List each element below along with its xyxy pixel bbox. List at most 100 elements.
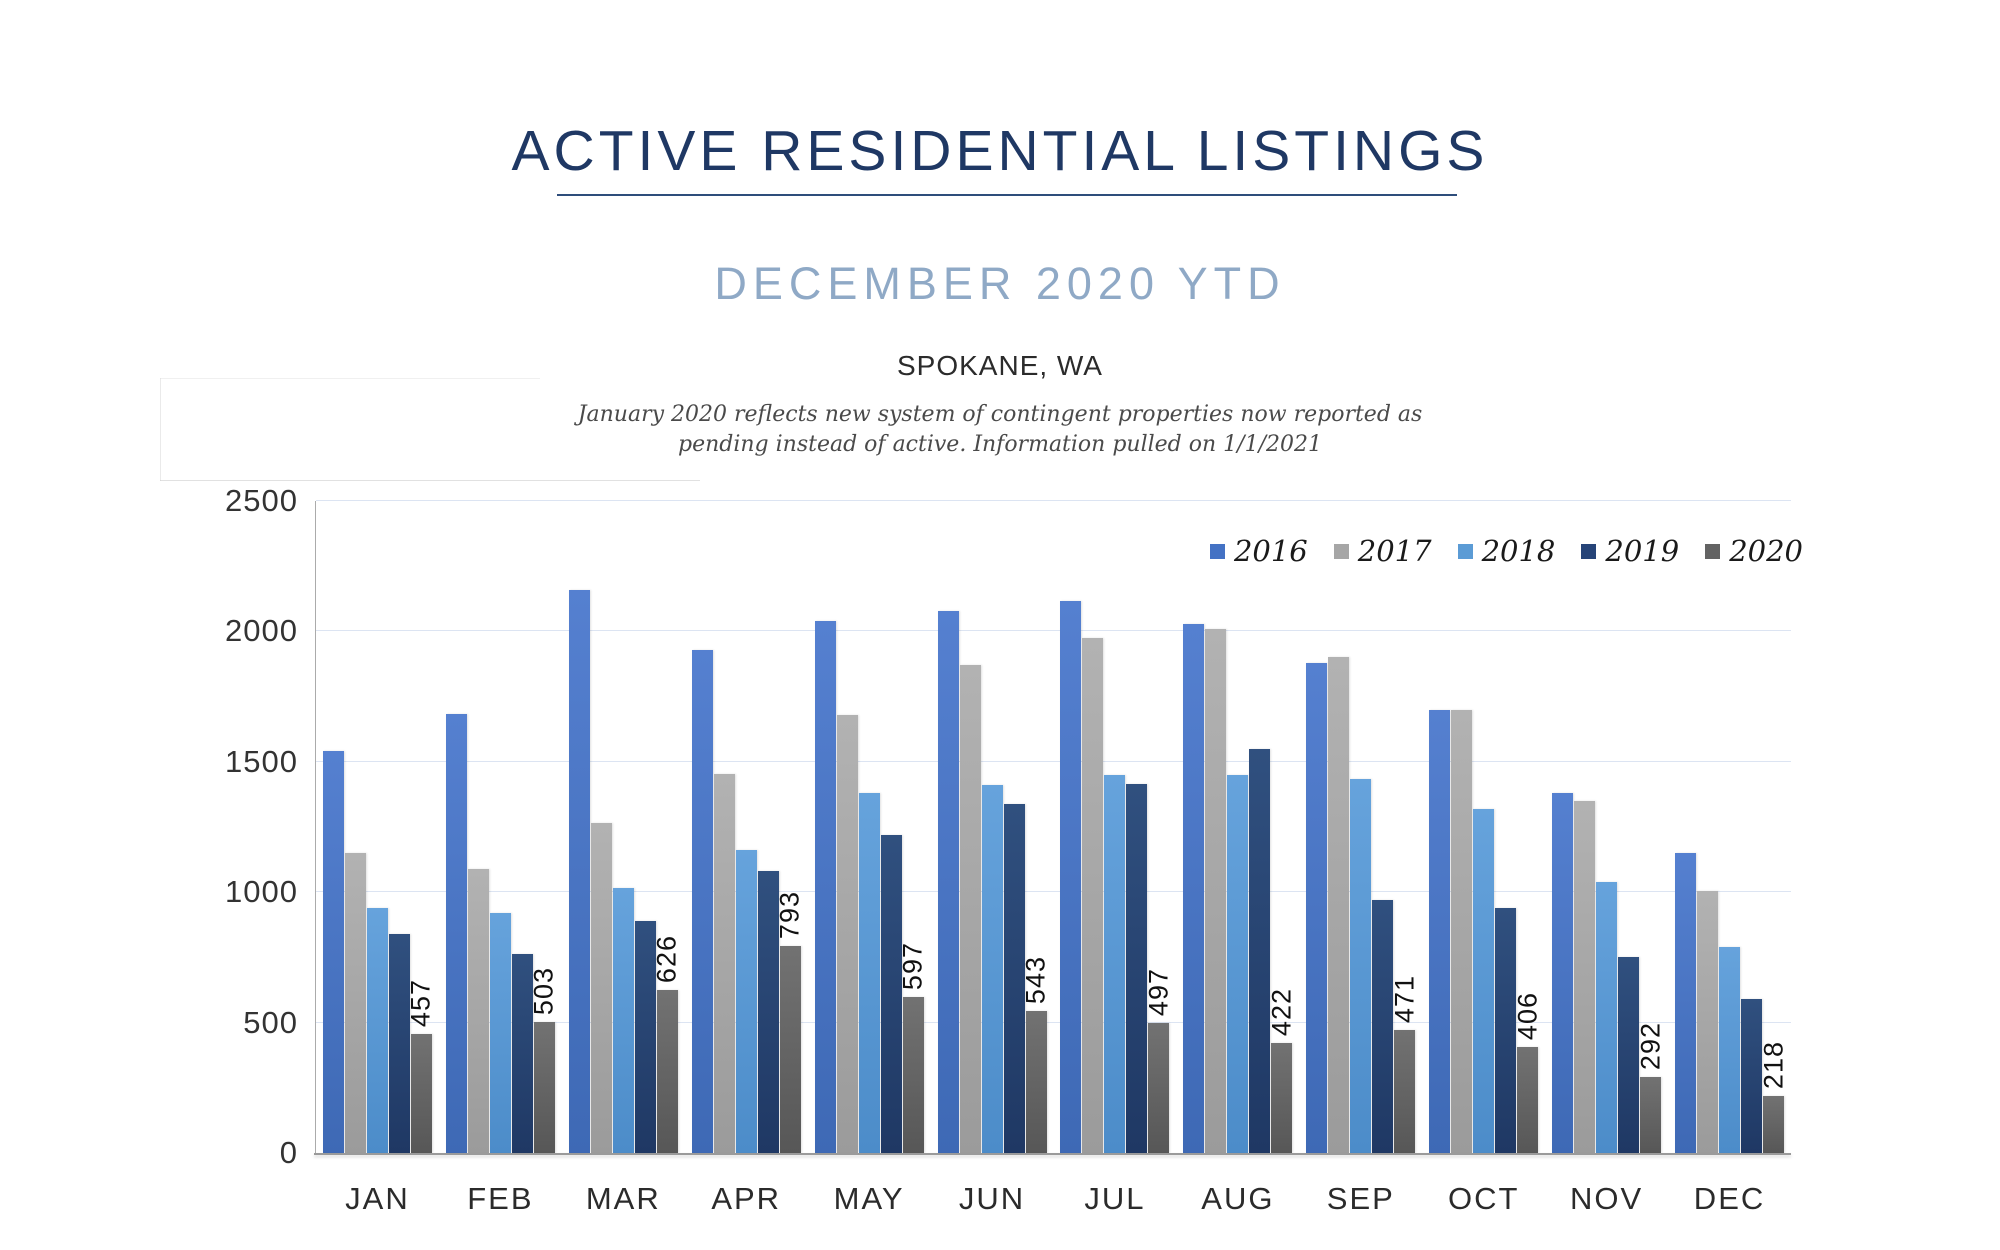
bar-2019-oct — [1495, 907, 1517, 1153]
bar-groups: 457 503 626 793 597 543 497 422 471 406 292 218 — [316, 501, 1791, 1153]
bar-group-jan: 457 — [316, 501, 439, 1153]
x-axis-label-feb: FEB — [467, 1181, 534, 1216]
legend-label-2020: 2020 — [1729, 534, 1803, 568]
gridline-500 — [316, 1021, 1791, 1023]
x-axis-label-jun: JUN — [958, 1181, 1026, 1216]
bar-2017-aug — [1205, 628, 1227, 1153]
x-axis-label-dec: DEC — [1693, 1181, 1766, 1216]
bar-group-may: 597 — [808, 501, 931, 1153]
bar-2020-nov: 292 — [1635, 1022, 1665, 1153]
y-tick-label-2000: 2000 — [225, 613, 298, 649]
data-label-2020-may: 597 — [897, 942, 928, 991]
legend: 2016 2017 2018 2019 2020 — [1209, 534, 1803, 568]
bar-2017-oct — [1451, 709, 1473, 1153]
bar-2019-aug — [1249, 748, 1271, 1153]
data-label-2020-jul: 497 — [1143, 968, 1174, 1017]
bar-2018-jul — [1104, 774, 1126, 1153]
bar-2018-sep — [1350, 778, 1372, 1153]
y-tick-label-500: 500 — [243, 1004, 298, 1040]
bar-2016-feb — [445, 713, 467, 1153]
x-axis-label-jan: JAN — [345, 1181, 410, 1216]
bar-group-sep: 471 — [1299, 501, 1422, 1153]
data-label-2020-dec: 218 — [1758, 1041, 1789, 1090]
x-axis-label-apr: APR — [711, 1181, 782, 1216]
bar-2017-dec — [1697, 890, 1719, 1153]
legend-label-2016: 2016 — [1233, 534, 1308, 568]
legend-marker-2020 — [1705, 544, 1721, 559]
bar-group-jun: 543 — [931, 501, 1054, 1153]
x-axis-line — [314, 1153, 1791, 1155]
bar-2017-jul — [1082, 637, 1104, 1153]
bar-2018-oct — [1473, 808, 1495, 1153]
bar-2019-feb — [511, 953, 533, 1153]
data-label-2020-apr: 793 — [774, 891, 805, 940]
bar-group-jul: 497 — [1054, 501, 1177, 1153]
bar-2016-apr — [691, 649, 713, 1153]
legend-marker-2018 — [1457, 544, 1473, 559]
title-underline — [557, 194, 1457, 196]
gridline-1500 — [316, 760, 1791, 762]
x-axis-label-nov: NOV — [1570, 1181, 1644, 1216]
chart-note: January 2020 reflects new system of cont… — [0, 400, 2000, 460]
bar-2019-may — [880, 834, 902, 1153]
bar-2018-nov — [1596, 881, 1618, 1153]
bar-2020-mar: 626 — [652, 935, 682, 1153]
bar-2018-feb — [489, 913, 511, 1153]
legend-label-2018: 2018 — [1481, 534, 1556, 568]
x-axis-label-mar: MAR — [585, 1181, 661, 1216]
bar-2016-mar — [568, 589, 590, 1153]
bar-2020-aug: 422 — [1266, 988, 1296, 1153]
bar-group-oct: 406 — [1422, 501, 1545, 1153]
faint-box-top-edge — [160, 378, 540, 379]
bar-2019-dec — [1741, 999, 1763, 1153]
gridline-2500 — [316, 500, 1791, 501]
bar-2018-jan — [366, 907, 388, 1153]
chart-title: ACTIVE RESIDENTIAL LISTINGS — [511, 119, 1489, 183]
bar-2020-may: 597 — [898, 942, 928, 1153]
bar-2017-may — [836, 714, 858, 1153]
data-label-2020-sep: 471 — [1389, 975, 1420, 1024]
gridline-2000 — [316, 630, 1791, 632]
x-axis-label-oct: OCT — [1447, 1181, 1520, 1216]
bar-2017-jun — [959, 665, 981, 1153]
data-label-2020-feb: 503 — [528, 966, 559, 1015]
bar-2016-sep — [1306, 662, 1328, 1153]
legend-item-2018: 2018 — [1457, 534, 1556, 568]
legend-label-2019: 2019 — [1605, 534, 1680, 568]
legend-marker-2017 — [1333, 544, 1349, 559]
bar-2020-sep: 471 — [1389, 975, 1419, 1153]
bar-2018-dec — [1719, 946, 1741, 1153]
bar-2018-aug — [1227, 774, 1249, 1153]
data-label-2020-nov: 292 — [1635, 1021, 1666, 1070]
bar-2017-nov — [1574, 800, 1596, 1153]
bar-group-feb: 503 — [439, 501, 562, 1153]
bar-2020-jan: 457 — [406, 979, 436, 1153]
bar-2019-jun — [1003, 803, 1025, 1153]
bar-2019-jul — [1126, 783, 1148, 1153]
bar-2019-mar — [634, 920, 656, 1153]
bar-group-dec: 218 — [1668, 501, 1791, 1153]
bar-2020-jul: 497 — [1143, 968, 1173, 1153]
x-axis-label-aug: AUG — [1201, 1181, 1275, 1216]
bar-2019-nov — [1618, 957, 1640, 1153]
legend-item-2017: 2017 — [1333, 537, 1432, 566]
bar-2018-jun — [981, 785, 1003, 1153]
data-label-2020-jan: 457 — [405, 978, 436, 1027]
bar-2017-jan — [344, 853, 366, 1153]
faint-box-left-edge — [160, 378, 161, 481]
bar-2016-may — [814, 620, 836, 1153]
bar-2020-apr: 793 — [775, 891, 805, 1153]
data-label-2020-jun: 543 — [1020, 956, 1051, 1005]
bar-2017-feb — [467, 868, 489, 1153]
bar-2018-mar — [612, 888, 634, 1153]
legend-marker-2019 — [1581, 544, 1597, 559]
bar-2016-nov — [1552, 793, 1574, 1153]
legend-marker-2016 — [1209, 544, 1225, 559]
bar-2020-feb: 503 — [529, 967, 559, 1153]
bar-group-mar: 626 — [562, 501, 685, 1153]
bar-2019-sep — [1372, 900, 1394, 1153]
y-tick-label-0: 0 — [279, 1135, 298, 1170]
legend-item-2020: 2020 — [1705, 537, 1803, 566]
bar-2016-jun — [937, 610, 959, 1153]
